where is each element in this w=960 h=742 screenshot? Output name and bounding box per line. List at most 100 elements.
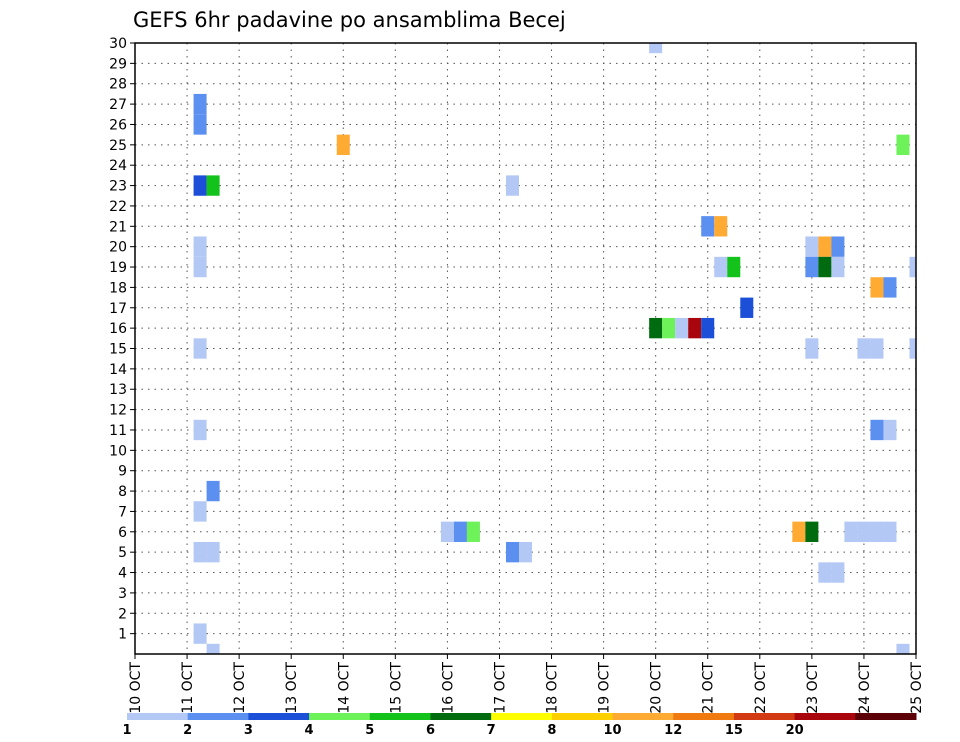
precip-cell (870, 338, 884, 359)
precip-cell (831, 562, 845, 583)
colorbar-swatch (187, 713, 249, 720)
x-tick-label: 10 OCT (128, 662, 144, 714)
x-tick-label: 16 OCT (440, 662, 456, 714)
colorbar-label: 2 (183, 723, 192, 738)
colorbar-swatch (612, 713, 674, 720)
precip-cell (909, 256, 916, 278)
y-tick-label: 20 (109, 240, 127, 256)
colorbar-label: 5 (365, 723, 374, 738)
precip-cell (883, 521, 897, 542)
x-tick-label: 21 OCT (701, 662, 717, 714)
precip-cell (831, 256, 845, 278)
y-tick-label: 29 (109, 56, 127, 72)
grid-lines (135, 43, 916, 654)
precip-cell (792, 521, 806, 542)
x-tick-label: 11 OCT (180, 662, 196, 714)
precip-cell (505, 541, 519, 563)
x-tick-label: 23 OCT (805, 662, 821, 714)
precip-cell (206, 175, 220, 196)
precip-cell (649, 317, 663, 339)
precip-cell (805, 236, 819, 257)
x-tick-label: 25 OCT (909, 662, 925, 714)
x-tick-label: 19 OCT (597, 662, 613, 714)
precip-cell (883, 419, 897, 441)
colorbar-label: 3 (244, 723, 253, 738)
x-axis-ticks: 10 OCT 11 OCT 12 OCT 13 OCT 14 OCT 15 OCT 16 O… (128, 654, 925, 714)
precip-cell (466, 521, 480, 542)
precip-cell (193, 236, 207, 257)
precip-cell (675, 317, 689, 339)
precip-cell (818, 256, 832, 278)
x-tick-label: 24 OCT (857, 662, 873, 714)
y-tick-label: 8 (118, 484, 127, 500)
y-tick-label: 26 (109, 117, 127, 133)
precip-cell (870, 521, 884, 542)
precip-cell (193, 419, 207, 441)
precip-cell (518, 541, 533, 563)
precip-cell (857, 338, 871, 359)
precip-cell (206, 541, 220, 563)
colorbar-swatch (855, 713, 917, 720)
y-tick-label: 21 (109, 219, 127, 235)
colorbar-label: 15 (725, 723, 743, 738)
y-tick-label: 16 (109, 321, 127, 337)
colorbar-label: 7 (487, 723, 496, 738)
precip-cell (440, 521, 454, 542)
precip-cell (844, 521, 858, 542)
colorbar-label: 8 (547, 723, 556, 738)
precip-cell (870, 277, 884, 298)
y-tick-label: 5 (118, 545, 127, 561)
precip-cell (831, 236, 845, 257)
precip-cell (896, 643, 910, 654)
precip-cell (805, 521, 819, 542)
y-tick-label: 7 (118, 504, 127, 520)
x-tick-label: 17 OCT (492, 662, 508, 714)
precip-cells (193, 43, 916, 654)
y-axis-ticks: 1234567891011121314151617181920212223242… (109, 36, 135, 643)
colorbar: 1 2 3 4 5 6 7 8 10 12 15 20 (122, 713, 917, 738)
precip-cell (805, 338, 819, 359)
colorbar-label: 1 (122, 723, 131, 738)
precip-cell (193, 501, 207, 522)
precip-cell (896, 134, 910, 156)
colorbar-label: 6 (426, 723, 435, 738)
colorbar-label: 10 (603, 723, 621, 738)
precip-cell (193, 93, 207, 115)
colorbar-label: 20 (786, 723, 804, 738)
precip-cell (206, 480, 220, 502)
y-tick-label: 19 (109, 260, 127, 276)
precip-cell (740, 297, 754, 318)
precip-cell (701, 216, 715, 237)
y-tick-label: 18 (109, 280, 127, 296)
precip-cell (193, 623, 207, 644)
colorbar-label: 12 (664, 723, 682, 738)
precip-cell (805, 256, 819, 278)
colorbar-swatch (369, 713, 431, 720)
precip-cell (870, 419, 884, 441)
precip-cell (206, 643, 220, 654)
precip-cell (193, 338, 207, 359)
x-tick-label: 20 OCT (649, 662, 665, 714)
colorbar-swatch (733, 713, 796, 720)
y-tick-label: 12 (109, 403, 127, 419)
precip-cell (193, 114, 207, 135)
precip-cell (193, 541, 207, 563)
colorbar-swatch (127, 713, 189, 720)
y-tick-label: 25 (109, 138, 127, 154)
precip-cell (336, 134, 350, 156)
colorbar-swatch (551, 713, 614, 720)
colorbar-swatch (794, 713, 856, 720)
y-tick-label: 3 (118, 586, 127, 602)
precip-cell (701, 317, 715, 339)
y-tick-label: 6 (118, 525, 127, 541)
precip-cell (662, 317, 676, 339)
y-tick-label: 24 (109, 158, 127, 174)
x-tick-label: 13 OCT (284, 662, 300, 714)
precip-cell (714, 216, 728, 237)
colorbar-swatch (430, 713, 492, 720)
y-tick-label: 28 (109, 77, 127, 93)
y-tick-label: 27 (109, 97, 127, 113)
x-tick-label: 22 OCT (753, 662, 769, 714)
y-tick-label: 9 (118, 464, 127, 480)
x-tick-label: 15 OCT (388, 662, 404, 714)
